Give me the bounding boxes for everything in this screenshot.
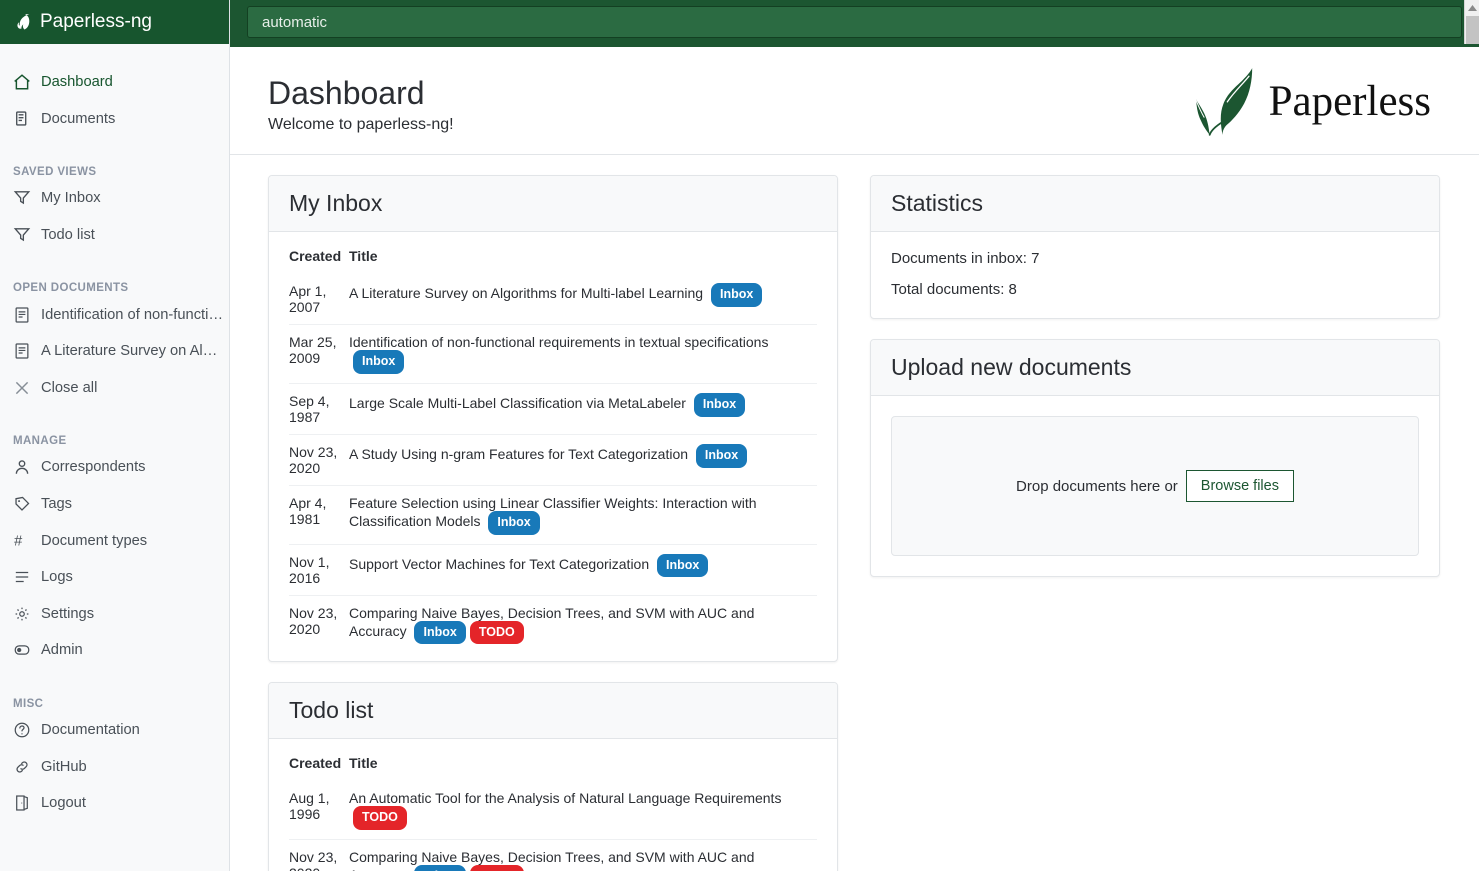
svg-text:#: # [14,533,23,549]
